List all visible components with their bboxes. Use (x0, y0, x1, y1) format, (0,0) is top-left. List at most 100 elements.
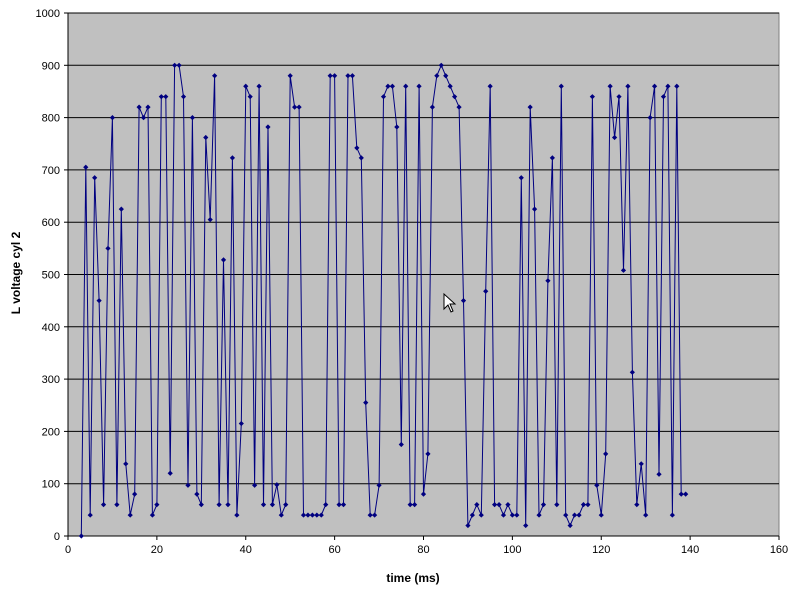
data-point (558, 83, 564, 89)
data-point (625, 83, 631, 89)
data-point (256, 83, 262, 89)
data-point (407, 502, 413, 508)
data-point (638, 461, 644, 467)
data-point (509, 512, 515, 518)
x-axis-title: time (ms) (386, 571, 439, 585)
data-point (363, 400, 369, 406)
data-point (207, 216, 213, 223)
x-tick-label: 60 (329, 544, 341, 556)
data-point (527, 104, 533, 110)
data-point (571, 512, 578, 518)
data-point (416, 83, 422, 89)
x-tick-label: 140 (681, 544, 699, 556)
data-point (198, 502, 204, 508)
y-tick-label: 500 (42, 270, 60, 282)
data-point (394, 124, 400, 130)
data-point (185, 482, 191, 488)
data-point (225, 502, 231, 508)
x-tick-label: 20 (151, 544, 163, 556)
data-point (594, 482, 600, 488)
data-point (332, 73, 338, 79)
data-point (456, 104, 462, 110)
data-point (580, 502, 587, 508)
data-point (105, 245, 111, 251)
data-point (372, 512, 378, 518)
data-point (274, 482, 280, 488)
data-point (203, 134, 209, 141)
data-point (123, 461, 129, 467)
data-point (629, 369, 635, 375)
data-point (545, 278, 551, 284)
data-point (620, 267, 627, 273)
data-point (434, 73, 440, 79)
data-point (452, 94, 458, 100)
data-point (469, 512, 475, 518)
data-point (438, 62, 444, 68)
data-point (398, 441, 404, 448)
data-point (420, 491, 427, 497)
x-tick-label: 120 (592, 544, 610, 556)
data-point (358, 155, 364, 161)
data-point (554, 502, 560, 508)
data-point (278, 512, 284, 518)
data-point (425, 451, 431, 457)
y-tick-label: 0 (54, 531, 60, 543)
data-point (114, 502, 120, 508)
data-point (607, 83, 613, 89)
data-point (127, 512, 133, 518)
y-tick-label: 200 (42, 426, 60, 438)
data-point (78, 533, 84, 539)
series-markers (78, 62, 689, 539)
data-point (229, 155, 236, 161)
data-point (674, 83, 680, 89)
data-point (132, 491, 138, 497)
data-point (318, 512, 324, 518)
data-point (118, 206, 124, 212)
data-point (500, 512, 507, 518)
x-tick-label: 0 (65, 544, 71, 556)
x-tick-label: 160 (770, 544, 788, 556)
data-point (305, 512, 311, 518)
data-point (447, 83, 453, 89)
data-point (247, 94, 253, 100)
data-point (216, 502, 222, 508)
x-tick-label: 100 (503, 544, 521, 556)
data-point (460, 298, 467, 304)
data-point (376, 482, 382, 488)
data-point (300, 512, 307, 518)
data-point (616, 94, 622, 100)
data-point (549, 155, 555, 161)
data-point (380, 94, 387, 100)
data-point (163, 94, 169, 100)
data-point (269, 502, 276, 508)
data-point (83, 164, 89, 170)
data-point (136, 104, 142, 110)
y-tick-label: 800 (42, 113, 60, 125)
data-point (483, 288, 489, 294)
data-point (403, 83, 409, 89)
data-point (327, 73, 333, 79)
data-point (194, 491, 200, 497)
y-tick-label: 600 (42, 217, 60, 229)
data-point (660, 94, 667, 100)
data-point (589, 94, 595, 100)
data-point (563, 512, 569, 518)
data-point (336, 502, 342, 508)
data-point (189, 115, 196, 121)
data-point (260, 502, 267, 508)
data-point (314, 512, 320, 518)
data-point (140, 115, 147, 121)
data-point (656, 471, 662, 477)
y-tick-label: 900 (42, 60, 60, 72)
data-point (180, 94, 187, 100)
data-point (212, 73, 218, 79)
data-point (220, 257, 227, 263)
data-point (683, 491, 689, 497)
mouse-cursor-icon (443, 292, 457, 313)
data-point (385, 83, 391, 89)
data-point (523, 522, 529, 529)
data-point (243, 83, 249, 89)
data-point (154, 502, 160, 508)
data-point (603, 451, 609, 457)
data-point (540, 502, 547, 508)
